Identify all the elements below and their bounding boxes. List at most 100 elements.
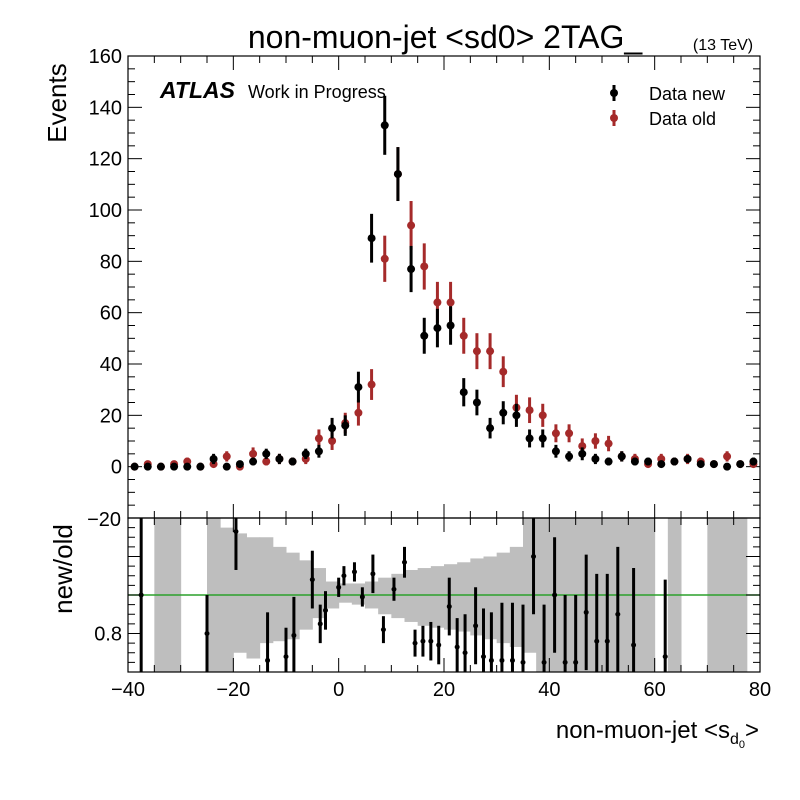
data-point bbox=[538, 411, 547, 420]
data-point bbox=[696, 460, 705, 469]
ratio-point bbox=[604, 638, 610, 644]
ratio-point bbox=[412, 640, 418, 646]
ratio-point bbox=[662, 654, 668, 660]
x-tick-label: 20 bbox=[433, 679, 455, 701]
ratio-point bbox=[291, 632, 297, 638]
ratio-point bbox=[520, 659, 526, 665]
data-point bbox=[262, 449, 271, 458]
data-point bbox=[183, 462, 192, 471]
legend: Data new Data old bbox=[610, 84, 726, 129]
data-point bbox=[249, 449, 258, 458]
data-point bbox=[222, 462, 231, 471]
ratio-point bbox=[583, 609, 589, 615]
ratio-point bbox=[341, 573, 347, 579]
chart-title: non-muon-jet <sd0> 2TAG_ bbox=[248, 19, 644, 55]
x-tick-label: −40 bbox=[111, 679, 145, 701]
ratio-point bbox=[552, 592, 558, 598]
ratio-point bbox=[204, 631, 210, 636]
data-point bbox=[328, 437, 337, 445]
ratio-point bbox=[531, 554, 537, 559]
band-bin bbox=[259, 537, 274, 644]
data-point bbox=[565, 452, 574, 461]
band-bin bbox=[483, 556, 498, 640]
data-point bbox=[446, 321, 455, 330]
atlas-label: ATLAS bbox=[159, 77, 236, 103]
data-point bbox=[486, 424, 495, 433]
data-point bbox=[328, 424, 337, 433]
ratio-point bbox=[436, 642, 442, 648]
data-point bbox=[196, 462, 205, 471]
band-bin bbox=[457, 562, 471, 632]
legend-label-data-old: Data old bbox=[649, 109, 716, 129]
energy-label: (13 TeV) bbox=[693, 37, 753, 54]
ratio-point bbox=[351, 569, 357, 575]
data-point bbox=[275, 454, 284, 463]
ratio-point bbox=[233, 528, 239, 534]
legend-marker-data-new bbox=[610, 89, 618, 97]
data-point bbox=[407, 221, 416, 230]
data-point bbox=[222, 452, 231, 461]
y-tick-label: 20 bbox=[100, 405, 122, 427]
data-point bbox=[143, 462, 152, 471]
data-point bbox=[486, 347, 495, 356]
data-point bbox=[367, 234, 376, 243]
y-tick-label: 140 bbox=[89, 97, 122, 119]
data-point bbox=[591, 454, 600, 463]
data-point bbox=[709, 460, 718, 469]
data-point bbox=[380, 254, 389, 263]
ratio-point bbox=[454, 644, 460, 650]
ratio-point bbox=[615, 611, 621, 617]
data-point bbox=[209, 454, 218, 463]
y-axis-label-ratio: new/old bbox=[48, 524, 78, 614]
band-bin bbox=[444, 564, 458, 630]
plot-layers: 0 20 40 60 80 100 120 140 160 −40 −20 0 20 40 60 80 0.8 bbox=[89, 46, 772, 701]
data-point bbox=[472, 398, 481, 407]
y-tick-label: 60 bbox=[100, 303, 122, 325]
atlas-sublabel: Work in Progress bbox=[248, 82, 386, 102]
ratio-top-tick-label: −20 bbox=[87, 509, 121, 531]
data-point bbox=[472, 347, 481, 356]
data-point bbox=[736, 460, 745, 469]
legend-entry-data-old: Data old bbox=[610, 109, 716, 129]
ratio-point bbox=[573, 659, 579, 665]
data-point bbox=[354, 383, 363, 392]
ratio-point bbox=[391, 586, 397, 592]
band-bin bbox=[417, 568, 432, 626]
data-point bbox=[604, 439, 613, 448]
y-tick-label: 100 bbox=[89, 200, 122, 222]
ratio-point bbox=[462, 650, 468, 656]
data-point bbox=[433, 298, 442, 307]
data-point bbox=[130, 462, 139, 471]
series-data-new bbox=[130, 95, 758, 471]
data-point bbox=[538, 434, 547, 443]
data-point bbox=[393, 170, 402, 179]
data-point bbox=[433, 324, 442, 333]
ratio-point bbox=[323, 607, 328, 613]
y-tick-label: 80 bbox=[100, 251, 122, 273]
data-point bbox=[578, 442, 587, 451]
data-point bbox=[644, 457, 653, 466]
ratio-point bbox=[138, 592, 144, 598]
y-tick-label: 120 bbox=[89, 149, 122, 171]
data-point bbox=[314, 447, 323, 456]
data-point bbox=[459, 331, 468, 340]
y-tick-label: 160 bbox=[89, 46, 122, 68]
data-point bbox=[249, 457, 258, 466]
data-point bbox=[446, 298, 455, 307]
data-point bbox=[314, 434, 323, 443]
x-axis-label-end: > bbox=[745, 717, 759, 744]
data-point bbox=[341, 421, 350, 430]
series-ratio bbox=[138, 518, 668, 672]
ratio-point bbox=[446, 604, 452, 610]
legend-label-data-new: Data new bbox=[649, 84, 726, 104]
data-point bbox=[749, 457, 758, 466]
data-point bbox=[723, 462, 732, 471]
ratio-point bbox=[309, 577, 315, 583]
ratio-point bbox=[594, 638, 600, 644]
x-axis-label: non-muon-jet <sd0> bbox=[556, 717, 759, 751]
ratio-point bbox=[481, 654, 486, 660]
data-point bbox=[235, 460, 244, 469]
band-bin bbox=[378, 577, 392, 615]
data-point bbox=[604, 457, 613, 466]
